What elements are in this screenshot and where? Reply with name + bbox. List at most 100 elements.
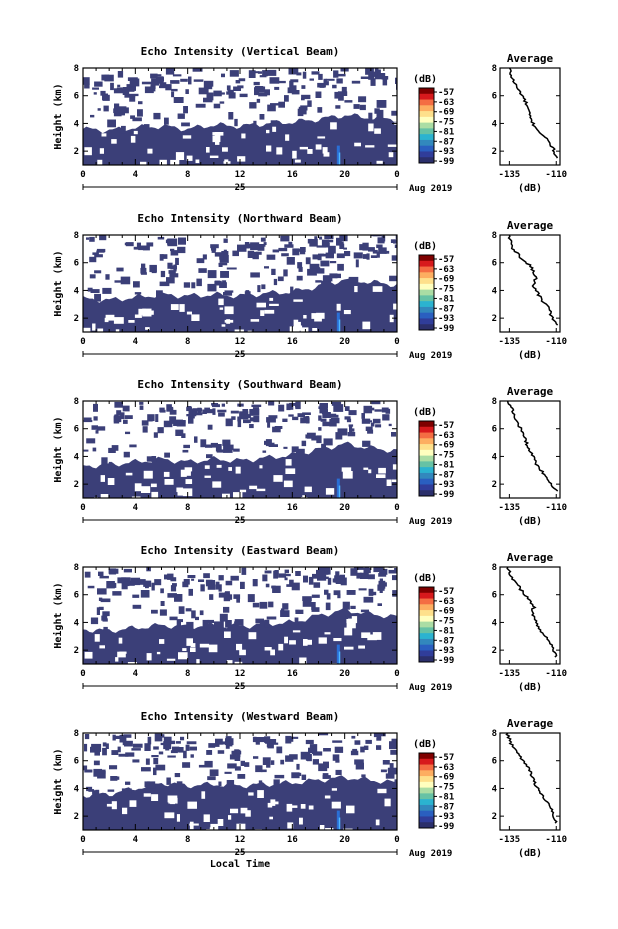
colorbar-segment [419, 621, 434, 628]
profile-y-tick-label: 2 [492, 314, 497, 324]
colorbar-tick-label: -75 [438, 451, 454, 461]
echo-speck [185, 89, 189, 94]
echo-speck [92, 447, 97, 452]
profile-line [508, 67, 559, 159]
echo-speck [224, 771, 232, 774]
echo-speck [166, 277, 175, 284]
echo-speck [139, 401, 144, 405]
echo-speck [296, 72, 302, 76]
echo-speck [117, 746, 121, 753]
y-tick-label: 4 [74, 286, 80, 296]
echo-speck [146, 242, 154, 247]
echo-speck [251, 404, 262, 407]
gap-speck [134, 483, 142, 492]
echo-speck [155, 414, 159, 422]
echo-speck [315, 91, 322, 98]
echo-speck [97, 588, 107, 595]
echo-speck [99, 575, 109, 579]
echo-speck [198, 764, 206, 768]
x-tick-label: 12 [235, 170, 246, 180]
gap-speck [215, 141, 220, 145]
gap-speck [344, 627, 353, 636]
echo-speck [336, 241, 344, 246]
gap-speck [170, 304, 179, 310]
echo-speck [165, 239, 175, 244]
echo-speck [376, 737, 382, 741]
echo-speck [376, 244, 383, 249]
colorbar-segment [419, 145, 434, 152]
echo-speck [295, 401, 301, 410]
echo-speck [270, 760, 275, 765]
echo-speck [236, 749, 241, 758]
echo-speck [237, 244, 247, 252]
gap-speck [294, 159, 301, 163]
echo-speck [396, 69, 397, 76]
echo-speck [209, 594, 214, 600]
echo-speck [211, 580, 216, 585]
echo-speck [372, 249, 378, 254]
echo-speck [379, 578, 383, 583]
echo-speck [378, 109, 384, 118]
day-label: 25 [235, 183, 246, 193]
echo-speck [389, 275, 397, 282]
gap-speck [190, 647, 196, 652]
gap-speck [300, 327, 309, 332]
echo-speck [151, 265, 157, 274]
x-tick-label: 16 [287, 669, 298, 679]
colorbar-segment [419, 627, 434, 634]
profile-title: Average [507, 385, 554, 398]
gap-speck [176, 487, 184, 493]
colorbar-tick-label: -81 [438, 127, 454, 137]
gap-speck [325, 828, 334, 830]
echo-speck [130, 115, 135, 119]
echo-speck [121, 125, 126, 134]
echo-data [83, 68, 397, 165]
echo-speck [198, 87, 209, 95]
echo-speck [351, 80, 361, 84]
y-tick-label: 8 [74, 231, 79, 241]
echo-speck [256, 98, 261, 103]
x-tick-label: 0 [394, 835, 399, 845]
x-tick-label: 4 [133, 337, 139, 347]
echo-speck [225, 738, 234, 746]
gap-speck [284, 636, 288, 644]
echo-speck [176, 619, 181, 626]
echo-speck [218, 262, 228, 266]
echo-speck [223, 606, 230, 613]
colorbar-tick-label: -63 [438, 98, 454, 108]
echo-speck [164, 117, 169, 125]
echo-speck [363, 568, 371, 574]
gap-speck [303, 315, 307, 319]
colorbar-segment [419, 650, 434, 657]
y-tick-label: 6 [74, 425, 79, 435]
gap-speck [208, 644, 218, 653]
echo-speck [312, 759, 319, 765]
gap-speck [187, 801, 197, 809]
x-tick-label: 8 [185, 170, 190, 180]
colorbar-tick-label: -93 [438, 480, 454, 490]
echo-speck [284, 577, 288, 581]
colorbar-segment [419, 587, 434, 594]
echo-speck [225, 736, 232, 741]
echo-speck [395, 235, 397, 239]
echo-speck [302, 71, 307, 79]
echo-speck [381, 76, 389, 80]
gap-speck [164, 479, 174, 485]
echo-speck [93, 768, 102, 777]
echo-speck [116, 267, 124, 272]
x-tick-label: 4 [133, 669, 139, 679]
gap-speck [387, 144, 397, 147]
echo-speck [213, 103, 221, 109]
colorbar-segment [419, 128, 434, 135]
echo-layer [83, 607, 397, 664]
echo-speck [252, 251, 259, 260]
echo-speck [226, 780, 235, 787]
echo-speck [271, 268, 276, 275]
echo-speck [260, 237, 266, 242]
echo-speck [215, 581, 220, 590]
echo-speck [182, 762, 191, 768]
echo-speck [228, 112, 234, 120]
gap-speck [361, 632, 371, 638]
colorbar-segment [419, 324, 434, 331]
x-tick-label: 4 [133, 503, 139, 513]
